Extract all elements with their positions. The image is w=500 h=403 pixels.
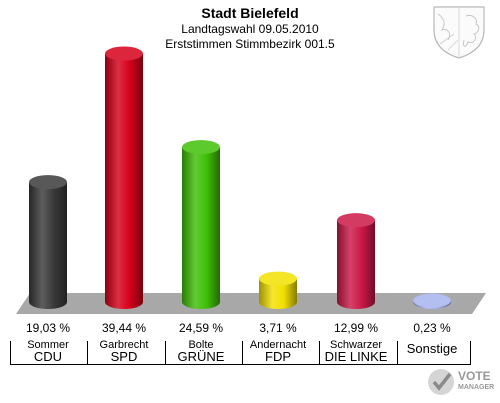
label-baseline — [10, 364, 471, 365]
bar-CDU — [29, 175, 67, 309]
chart-title: Stadt Bielefeld — [201, 5, 299, 21]
logo-text-manager: MANAGER — [458, 384, 495, 391]
bar-FDP — [259, 271, 297, 309]
value-label: 24,59 % — [178, 321, 224, 335]
coat-of-arms-icon — [433, 6, 485, 59]
bar-top — [413, 293, 451, 308]
category-labels: Sommer CDU Garbrecht SPD Bolte GRÜNE Andernach… — [10, 339, 471, 365]
value-label: 12,99 % — [333, 321, 379, 335]
candidate-label: Andernacht — [249, 339, 307, 351]
bar-body — [259, 278, 297, 309]
bar-GRÜNE — [182, 140, 220, 309]
party-label: GRÜNE — [177, 349, 225, 364]
label-separator — [470, 341, 471, 365]
checkmark-icon — [428, 369, 454, 395]
party-label: Sonstige — [406, 341, 458, 356]
candidate-label: Sommer — [27, 339, 69, 351]
value-labels: 19,03 % 39,44 % 24,59 % 3,71 % 12,99 % 0,23 % — [10, 321, 470, 335]
bar-SPD — [105, 46, 143, 309]
label-separator — [242, 341, 243, 365]
value-label: 19,03 % — [25, 321, 71, 335]
bar-top — [337, 213, 375, 228]
bar-top — [29, 175, 67, 190]
party-label: SPD — [110, 349, 138, 364]
bar-body — [105, 53, 143, 309]
candidate-label: Garbrecht — [99, 339, 149, 351]
label-separator — [10, 341, 11, 365]
label-separator — [87, 341, 88, 365]
logo-text-vote: VOTE — [458, 369, 491, 383]
bar-body — [337, 220, 375, 309]
value-label: 0,23 % — [413, 321, 451, 335]
label-separator — [165, 341, 166, 365]
chart-district: Erststimmen Stimmbezirk 001.5 — [165, 37, 335, 51]
party-label: FDP — [265, 349, 291, 364]
party-label: CDU — [33, 349, 63, 364]
candidate-label: Schwarzer — [330, 339, 382, 351]
value-label: 3,71 % — [259, 321, 297, 335]
label-separator — [319, 341, 320, 365]
value-label: 39,44 % — [101, 321, 147, 335]
bar-body — [182, 147, 220, 309]
bar-body — [29, 182, 67, 309]
bar-top — [182, 140, 220, 155]
label-separator — [397, 341, 398, 365]
chart-subtitle: Landtagswahl 09.05.2010 — [181, 22, 319, 36]
party-label: DIE LINKE — [324, 349, 388, 364]
bar-top — [259, 271, 297, 286]
bar-Sonstige — [413, 293, 451, 309]
bar-top — [105, 46, 143, 61]
vote-manager-logo: VOTE MANAGER — [425, 366, 500, 398]
bar-DIE LINKE — [337, 213, 375, 309]
candidate-label: Bolte — [188, 339, 214, 351]
